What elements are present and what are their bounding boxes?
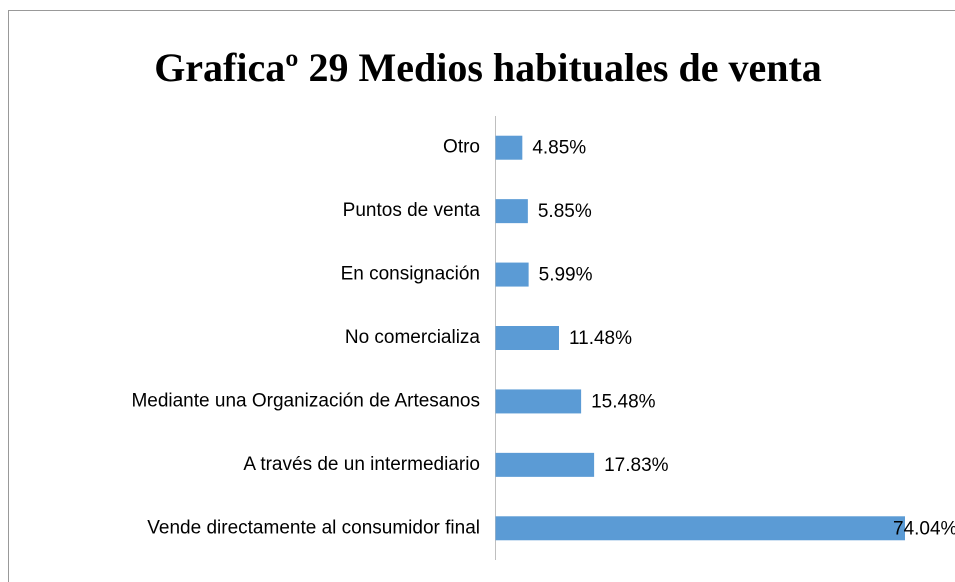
bar bbox=[495, 326, 559, 350]
category-label: Mediante una Organización de Artesanos bbox=[131, 390, 480, 411]
category-label: A través de un intermediario bbox=[243, 454, 480, 475]
value-label: 4.85% bbox=[532, 138, 586, 159]
value-label: 17.83% bbox=[604, 455, 669, 476]
category-label: En consignación bbox=[341, 264, 480, 285]
chart-title: Graficaº 29 Medios habituales de venta bbox=[154, 45, 822, 90]
bar bbox=[495, 262, 529, 287]
category-label: Otro bbox=[443, 137, 480, 158]
category-label: No comercializa bbox=[345, 327, 481, 348]
chart-frame bbox=[8, 10, 955, 582]
bar bbox=[495, 516, 905, 541]
category-label: Vende directamente al consumidor final bbox=[147, 517, 480, 538]
value-label: 15.48% bbox=[591, 391, 656, 412]
bar bbox=[495, 199, 528, 224]
bar bbox=[495, 389, 582, 414]
category-label: Puntos de venta bbox=[343, 200, 481, 221]
bar bbox=[495, 135, 523, 160]
value-label: 11.48% bbox=[569, 328, 632, 349]
value-label: 74.04% bbox=[893, 518, 955, 539]
value-label: 5.85% bbox=[538, 201, 592, 222]
value-label: 5.99% bbox=[539, 265, 593, 286]
bar bbox=[495, 452, 595, 477]
